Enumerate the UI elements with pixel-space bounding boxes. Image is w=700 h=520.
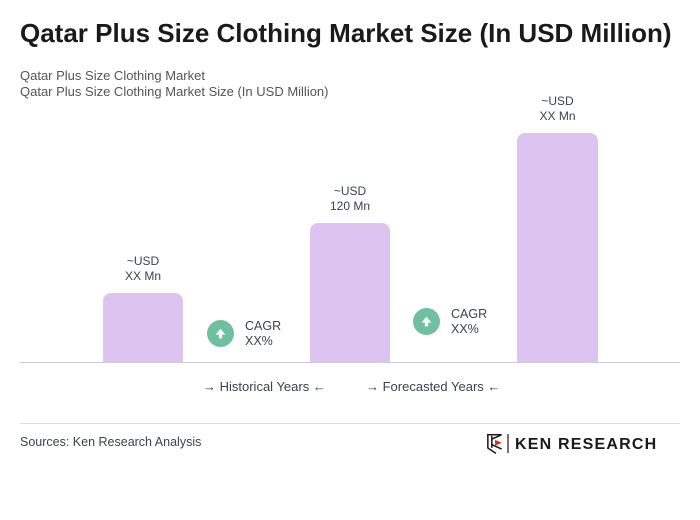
svg-text:KEN RESEARCH: KEN RESEARCH <box>515 436 656 453</box>
